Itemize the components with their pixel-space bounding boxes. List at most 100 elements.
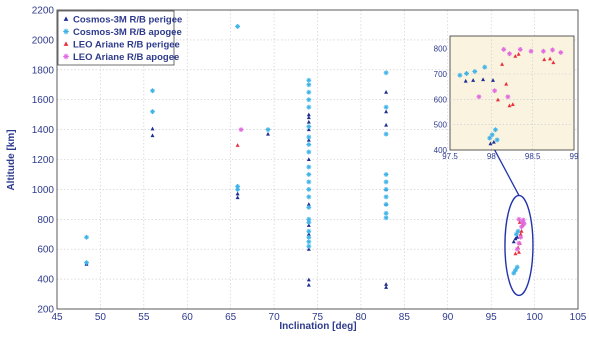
data-point [235,191,240,196]
y-tick-label: 1000 [32,185,55,196]
points-layer [84,24,527,289]
x-tick-label: 75 [312,312,324,323]
inset-data-point [472,69,478,74]
series-leo-ariane-r-b-apogee [238,127,527,252]
inset-data-point [492,88,498,94]
y-tick-label: 1600 [32,95,55,106]
legend-marker [63,16,69,21]
series-cosmos-3m-r-b-apogee [84,24,521,276]
data-point [383,215,389,221]
y-tick-label: 800 [37,215,54,226]
x-tick-label: 95 [486,312,498,323]
callout-connector [490,143,520,196]
inset-data-point [517,47,523,52]
x-tick-label: 100 [526,312,543,323]
data-point [306,164,312,170]
data-point [306,223,311,227]
inset-x-tick-label: 99 [570,152,579,161]
inset-data-point [516,52,521,56]
y-tick-label: 600 [37,245,54,256]
legend-label: LEO Ariane R/B perigee [73,40,180,51]
data-point [306,157,311,162]
data-point [238,127,244,133]
inset-x-tick-label: 97.5 [442,152,458,161]
data-point [514,246,520,252]
inset-data-point [481,77,486,82]
inset-data-point [504,81,509,86]
data-point [306,149,312,155]
data-point [383,186,389,192]
inset-data-point [457,72,463,78]
inset-data-point [463,78,468,83]
data-point [515,228,521,234]
inset-chart: 97.5 98 98.5 99 400 500 600 700 800 [434,35,579,161]
data-point [306,89,312,95]
data-point [306,243,312,249]
data-point [518,232,523,236]
data-point [383,210,389,216]
inset-data-point [550,47,555,53]
inset-data-point [471,78,476,82]
data-point [514,264,520,270]
x-tick-label: 90 [442,312,454,323]
data-point [150,126,155,131]
legend-label: LEO Ariane R/B apogee [73,52,179,63]
plot-frame [56,9,579,310]
data-point [306,232,311,236]
data-point [517,220,522,224]
y-tick-label: 2000 [32,35,55,46]
data-point [513,231,519,237]
inset-y-tick-label: 600 [434,95,448,104]
legend-item-leo-ariane-r-b-apogee: LEO Ariane R/B apogee [63,52,179,63]
data-point [384,109,389,114]
data-point [150,109,155,115]
data-point [84,234,89,240]
data-point [383,194,389,200]
legend-marker [63,53,69,60]
data-point [235,195,240,200]
legend-item-cosmos-3m-r-b-perigee: Cosmos-3M R/B perigee [63,15,182,26]
data-point [306,239,312,245]
inset-x-tick-label: 98.5 [525,152,541,161]
inset-data-point [501,47,507,52]
x-tick-label: 60 [182,312,194,323]
inset-data-point [548,56,553,61]
data-point [306,124,312,130]
data-point [306,204,312,210]
data-point [306,228,312,234]
y-tick-label: 2200 [32,6,55,17]
x-axis-label: Inclination [deg] [279,321,356,332]
x-tick-label: 70 [269,312,281,323]
y-tick-label: 1200 [32,155,55,166]
legend-marker [63,41,69,46]
data-point [383,131,389,137]
data-point [306,137,311,142]
data-point [384,122,389,127]
data-point [384,282,389,286]
data-point [519,229,524,233]
y-axis-label: Altitude [km] [6,129,17,190]
data-point [306,179,312,185]
inset-series-cosmos-3m-r-b-apogee [457,64,500,143]
inset-data-point [488,141,493,146]
data-point [511,239,516,244]
x-tick-label: 85 [399,312,411,323]
inset-data-point [528,48,534,54]
inset-data-point [507,103,512,108]
inset-data-point [505,94,511,100]
data-point [306,119,311,124]
data-point [306,115,311,120]
legend-label: Cosmos-3M R/B perigee [73,15,182,26]
inset-data-point [558,50,564,55]
data-point [235,24,241,29]
data-point [516,240,522,246]
inset-data-point [476,94,482,100]
inset-data-point [482,64,488,70]
inset-data-point [464,71,469,76]
data-point [306,142,312,147]
inset-y-tick-label: 700 [434,70,448,79]
y-tick-label: 1400 [32,125,55,136]
x-tick-labels: 45 50 55 60 65 70 75 80 85 90 95 100 105 [51,312,586,323]
inset-data-point [495,97,500,102]
